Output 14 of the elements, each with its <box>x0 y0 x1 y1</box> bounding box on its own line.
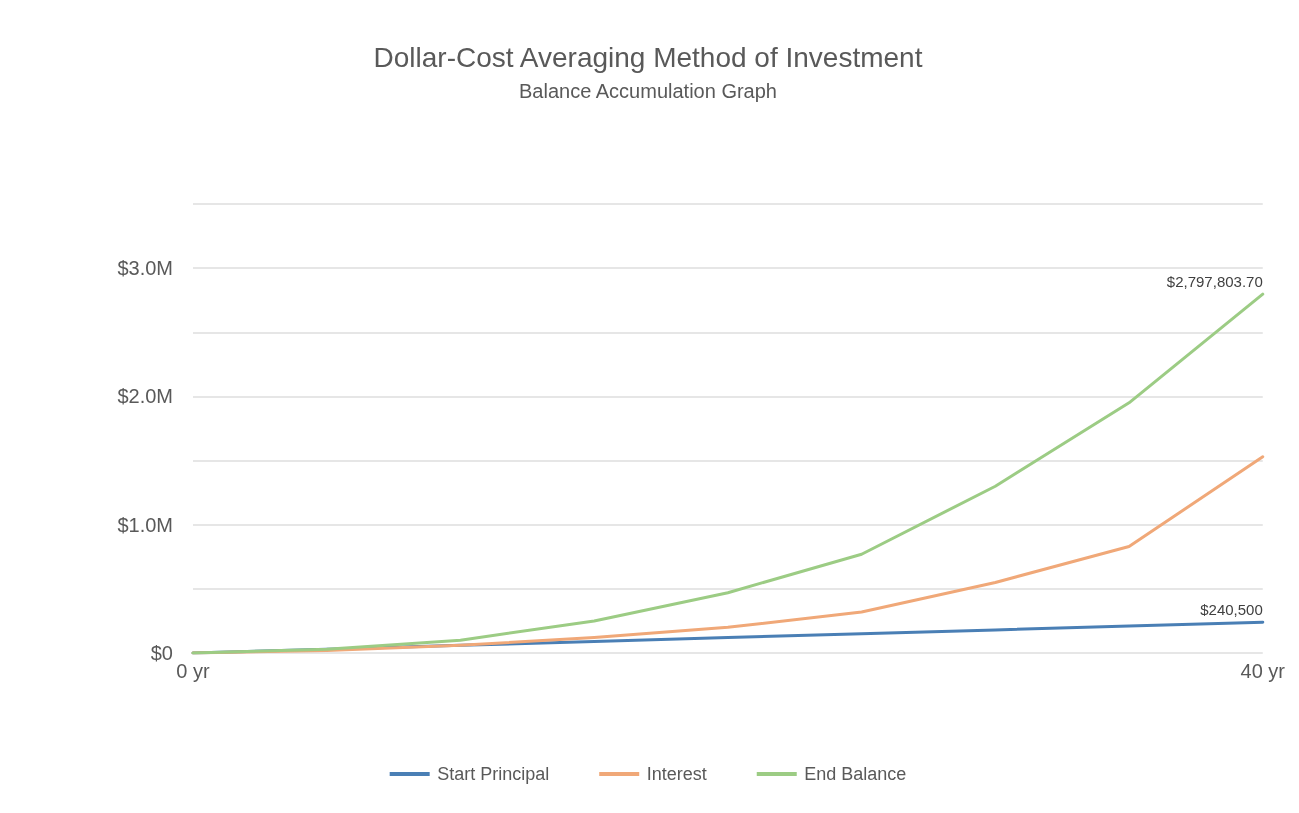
y-tick-label: $3.0M <box>117 257 173 280</box>
data-label: $2,797,803.70 <box>1166 273 1263 291</box>
legend-label: Start Principal <box>437 764 550 784</box>
y-tick-label: $0 <box>150 642 173 664</box>
y-tick-label: $1.0M <box>117 513 173 536</box>
y-tick-label: $2.0M <box>117 385 173 408</box>
x-tick-label: 40 yr <box>1240 660 1286 682</box>
line-series <box>191 292 1265 655</box>
legend-label: End Balance <box>804 764 907 784</box>
chart-title: Dollar-Cost Averaging Method of Investment <box>373 41 923 73</box>
x-tick-label: 0 yr <box>176 660 211 682</box>
chart-subtitle: Balance Accumulation Graph <box>519 80 777 102</box>
data-label: $240,500 <box>1200 601 1263 619</box>
legend-label: Interest <box>646 764 707 784</box>
